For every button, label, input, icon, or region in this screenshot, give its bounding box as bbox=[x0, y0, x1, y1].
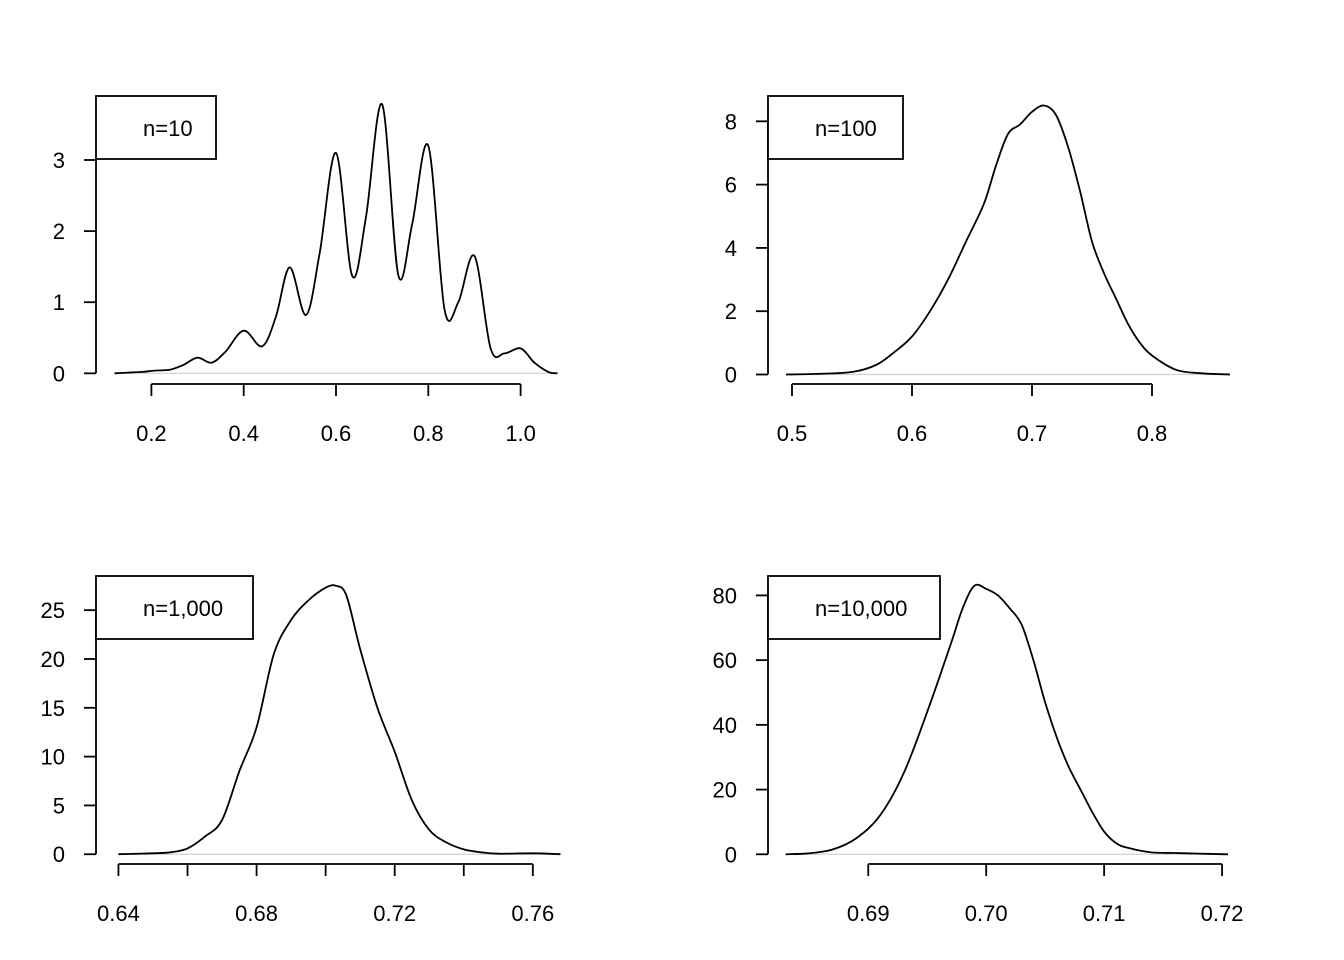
x-tick-label: 0.6 bbox=[897, 421, 928, 446]
legend-box bbox=[95, 95, 217, 160]
y-tick-label: 2 bbox=[53, 219, 65, 244]
y-tick-label: 1 bbox=[53, 290, 65, 315]
y-tick-label: 0 bbox=[725, 363, 737, 388]
y-tick-label: 6 bbox=[725, 173, 737, 198]
y-tick-label: 10 bbox=[41, 745, 65, 770]
x-tick-label: 0.70 bbox=[965, 901, 1008, 926]
legend-label: n=100 bbox=[815, 116, 877, 141]
x-tick-label: 0.6 bbox=[321, 421, 352, 446]
x-tick-label: 0.72 bbox=[1201, 901, 1244, 926]
y-tick-label: 20 bbox=[713, 778, 737, 803]
y-tick-label: 8 bbox=[725, 109, 737, 134]
x-tick-label: 0.2 bbox=[136, 421, 167, 446]
x-tick-label: 0.64 bbox=[97, 901, 140, 926]
y-tick-label: 0 bbox=[53, 842, 65, 867]
density-curve bbox=[118, 584, 561, 856]
y-tick-label: 2 bbox=[725, 299, 737, 324]
y-tick-label: 25 bbox=[41, 598, 65, 623]
density-panel: 0 5 10 15 20 25 0.64 0.68 0.72 0.76 n=1,000 bbox=[41, 575, 561, 926]
legend-box bbox=[95, 575, 254, 640]
legend-box bbox=[767, 95, 904, 160]
y-tick-label: 40 bbox=[713, 713, 737, 738]
x-tick-label: 1.0 bbox=[505, 421, 536, 446]
x-tick-label: 0.5 bbox=[777, 421, 808, 446]
x-tick-label: 0.4 bbox=[228, 421, 259, 446]
x-tick-label: 0.68 bbox=[235, 901, 278, 926]
density-panel: 0 2 4 6 8 0.5 0.6 0.7 0.8 n=100 bbox=[725, 95, 1231, 446]
legend-label: n=1,000 bbox=[143, 596, 223, 621]
y-tick-label: 80 bbox=[713, 583, 737, 608]
x-tick-label: 0.72 bbox=[373, 901, 416, 926]
y-tick-label: 20 bbox=[41, 647, 65, 672]
density-panel: 0 1 2 3 0.2 0.4 0.6 0.8 1.0 n=10 bbox=[53, 95, 558, 446]
x-tick-label: 0.76 bbox=[511, 901, 554, 926]
density-panel: 0 20 40 60 80 0.69 0.70 0.71 0.72 n=10,000 bbox=[713, 575, 1244, 926]
x-tick-label: 0.8 bbox=[1137, 421, 1168, 446]
density-curve bbox=[114, 103, 558, 375]
x-tick-label: 0.8 bbox=[413, 421, 444, 446]
density-curve bbox=[785, 583, 1229, 856]
x-tick-label: 0.69 bbox=[847, 901, 890, 926]
legend-label: n=10,000 bbox=[815, 596, 907, 621]
y-tick-label: 15 bbox=[41, 696, 65, 721]
density-curve bbox=[785, 104, 1231, 376]
x-tick-label: 0.71 bbox=[1083, 901, 1126, 926]
y-tick-label: 60 bbox=[713, 648, 737, 673]
y-tick-label: 5 bbox=[53, 793, 65, 818]
y-tick-label: 3 bbox=[53, 148, 65, 173]
x-tick-label: 0.7 bbox=[1017, 421, 1048, 446]
y-tick-label: 0 bbox=[725, 842, 737, 867]
y-tick-label: 4 bbox=[725, 236, 737, 261]
legend-label: n=10 bbox=[143, 116, 193, 141]
legend-box bbox=[767, 575, 941, 640]
y-tick-label: 0 bbox=[53, 361, 65, 386]
